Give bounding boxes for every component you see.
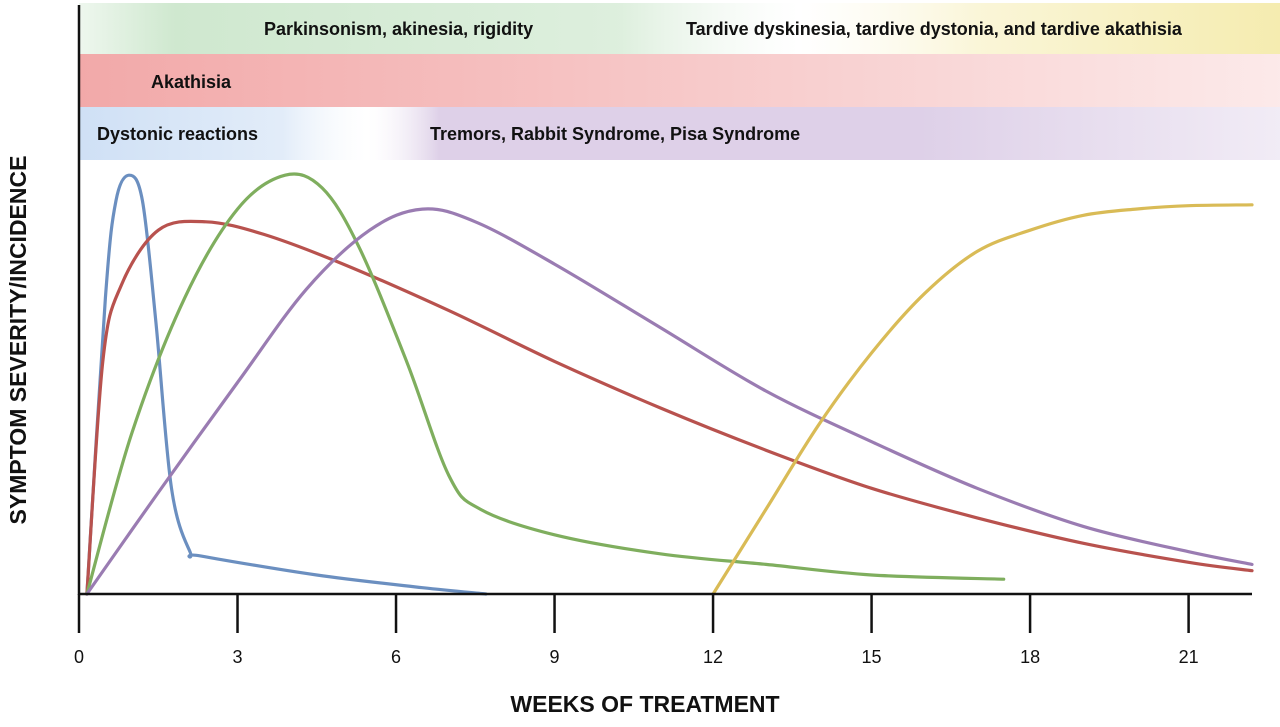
axes-layer [77, 5, 1252, 596]
band-row-akathisia [79, 54, 1280, 107]
x-tick-label: 15 [862, 647, 882, 667]
ticks-layer: 0 3 6 9 12 15 18 21 [74, 594, 1199, 667]
x-tick-label: 3 [233, 647, 243, 667]
y-axis-title: SYMPTOM SEVERITY/INCIDENCE [5, 156, 31, 525]
series-line-parkinsonism [85, 172, 1006, 596]
band-label-parkinsonism: Parkinsonism, akinesia, rigidity [264, 19, 533, 39]
band-label-tardive: Tardive dyskinesia, tardive dystonia, an… [686, 19, 1183, 39]
series-line-akathisia [85, 219, 1254, 596]
bands-layer: Parkinsonism, akinesia, rigidity Tardive … [79, 3, 1280, 160]
x-tick-label: 18 [1020, 647, 1040, 667]
series-layer [85, 172, 1254, 596]
x-tick-label: 6 [391, 647, 401, 667]
series-line-tardive [711, 203, 1254, 596]
x-axis-title: WEEKS OF TREATMENT [510, 691, 779, 717]
x-tick-label: 0 [74, 647, 84, 667]
band-row-dystonic-tremors [79, 107, 1280, 160]
x-tick-label: 12 [703, 647, 723, 667]
band-label-tremors: Tremors, Rabbit Syndrome, Pisa Syndrome [430, 124, 800, 144]
band-label-dystonic: Dystonic reactions [97, 124, 258, 144]
series-line-tremors [85, 207, 1254, 596]
x-tick-label: 9 [550, 647, 560, 667]
series-line-dystonic [85, 173, 488, 596]
x-tick-label: 21 [1179, 647, 1199, 667]
band-label-akathisia: Akathisia [151, 72, 232, 92]
band-row-parkinsonism-tardive [79, 3, 1280, 54]
